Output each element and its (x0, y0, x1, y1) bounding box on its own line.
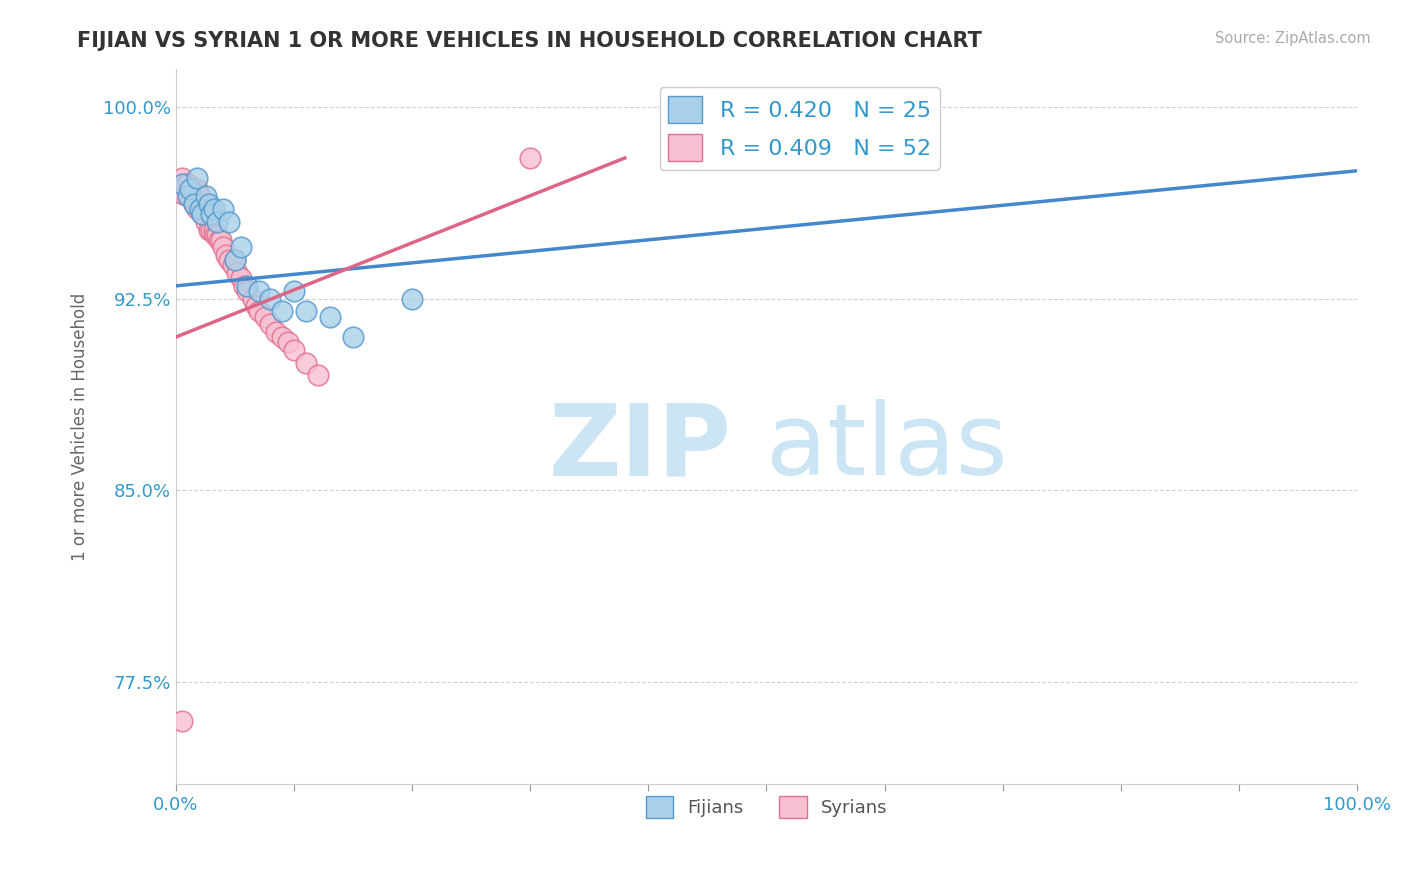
Point (183, 197, 205, 211)
Point (170, 714, 193, 728)
Point (209, 233, 232, 247)
Point (236, 284, 259, 298)
Point (245, 299, 267, 313)
Point (188, 202, 211, 216)
Point (202, 202, 225, 216)
Point (204, 227, 226, 242)
Point (188, 189, 211, 203)
Point (224, 253, 246, 268)
Point (271, 304, 294, 318)
Point (221, 259, 243, 273)
Point (253, 310, 276, 324)
Point (172, 186, 194, 201)
Point (236, 278, 259, 293)
Point (179, 182, 201, 196)
Point (170, 171, 193, 186)
Point (519, 151, 541, 165)
Point (207, 233, 229, 247)
Point (318, 310, 340, 324)
Point (186, 182, 208, 196)
Point (224, 253, 246, 268)
Point (247, 284, 270, 298)
Point (266, 325, 288, 339)
Point (180, 189, 202, 203)
Point (218, 253, 240, 268)
Text: ZIP: ZIP (548, 400, 731, 497)
Legend: Fijians, Syrians: Fijians, Syrians (638, 789, 894, 825)
Point (191, 207, 214, 221)
Point (177, 177, 200, 191)
Point (177, 189, 200, 203)
Point (195, 202, 218, 216)
Point (183, 182, 205, 196)
Point (198, 207, 221, 221)
Point (401, 292, 423, 306)
Point (174, 177, 197, 191)
Point (218, 215, 240, 229)
Point (194, 189, 217, 203)
Point (169, 182, 191, 196)
Point (283, 343, 305, 357)
Point (295, 355, 318, 369)
Point (186, 202, 208, 216)
Point (191, 207, 214, 221)
Point (259, 317, 281, 331)
Point (283, 284, 305, 298)
Point (229, 271, 252, 285)
Point (259, 292, 281, 306)
Point (179, 182, 201, 196)
Point (295, 304, 318, 318)
Point (271, 330, 294, 344)
Point (184, 189, 207, 203)
Point (200, 222, 222, 236)
Point (200, 207, 222, 221)
Text: atlas: atlas (766, 400, 1008, 497)
Point (186, 171, 208, 186)
Point (191, 202, 214, 216)
Point (177, 189, 200, 203)
Point (247, 304, 270, 318)
Text: Source: ZipAtlas.com: Source: ZipAtlas.com (1215, 31, 1371, 46)
Point (242, 292, 264, 306)
Point (207, 227, 229, 242)
Point (307, 368, 329, 383)
Point (194, 215, 217, 229)
Point (226, 266, 249, 280)
Point (183, 197, 205, 211)
Y-axis label: 1 or more Vehicles in Household: 1 or more Vehicles in Household (72, 293, 89, 560)
Text: FIJIAN VS SYRIAN 1 OR MORE VEHICLES IN HOUSEHOLD CORRELATION CHART: FIJIAN VS SYRIAN 1 OR MORE VEHICLES IN H… (77, 31, 983, 51)
Point (212, 202, 235, 216)
Point (202, 222, 225, 236)
Point (207, 215, 229, 229)
Point (277, 335, 299, 350)
Point (194, 207, 217, 221)
Point (198, 197, 221, 211)
Point (214, 248, 236, 262)
Point (200, 207, 222, 221)
Point (229, 240, 252, 254)
Point (233, 278, 256, 293)
Point (342, 330, 364, 344)
Point (198, 222, 221, 236)
Point (188, 202, 211, 216)
Point (191, 197, 214, 211)
Point (170, 177, 193, 191)
Point (212, 240, 235, 254)
